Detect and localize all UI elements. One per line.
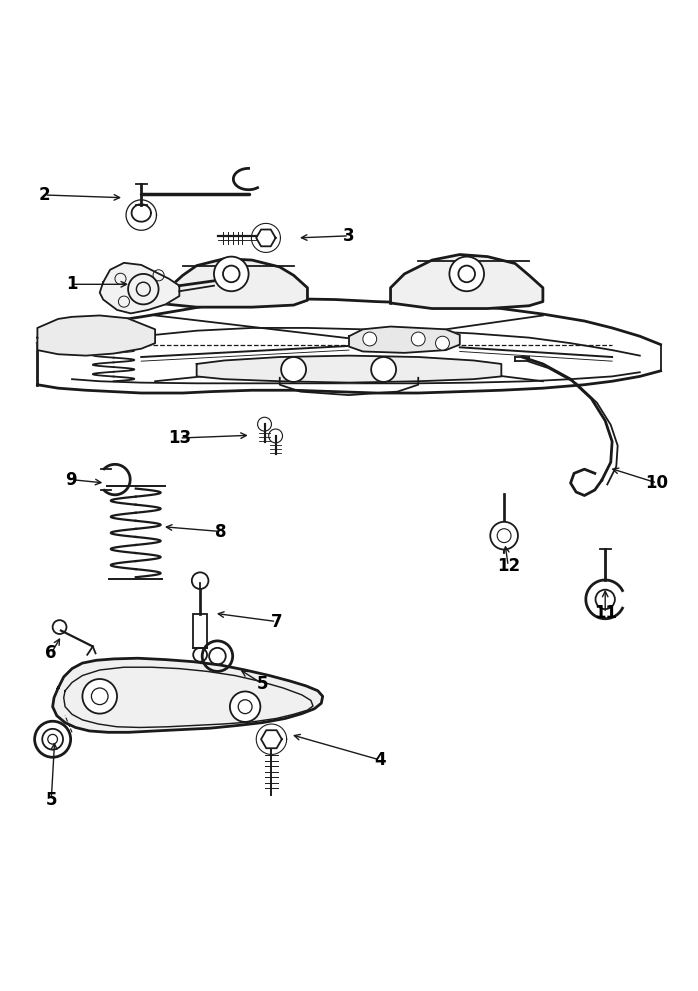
Text: 3: 3 [343, 227, 355, 245]
Circle shape [230, 692, 260, 721]
Text: 8: 8 [215, 522, 227, 540]
Polygon shape [100, 263, 179, 313]
Polygon shape [349, 327, 460, 353]
Text: 11: 11 [594, 605, 617, 622]
Polygon shape [38, 315, 155, 356]
Circle shape [281, 357, 306, 382]
Text: 13: 13 [168, 429, 191, 447]
Polygon shape [52, 658, 322, 732]
Circle shape [490, 522, 518, 550]
Circle shape [436, 336, 450, 350]
Circle shape [371, 357, 396, 382]
Text: 7: 7 [271, 612, 282, 630]
Text: 10: 10 [646, 474, 669, 493]
Bar [193, 613, 207, 648]
Polygon shape [261, 730, 282, 748]
Text: 9: 9 [65, 471, 77, 489]
Text: 4: 4 [374, 751, 386, 769]
Text: 5: 5 [45, 791, 57, 810]
Text: 2: 2 [38, 186, 50, 204]
Polygon shape [256, 230, 276, 247]
Circle shape [450, 257, 484, 291]
Text: 12: 12 [497, 557, 520, 575]
Polygon shape [197, 356, 501, 383]
Circle shape [82, 679, 117, 714]
Text: 1: 1 [66, 275, 77, 293]
Text: 5: 5 [257, 675, 268, 693]
Polygon shape [155, 259, 307, 307]
Text: 6: 6 [45, 644, 57, 662]
Circle shape [363, 332, 377, 346]
Circle shape [411, 332, 425, 346]
Circle shape [214, 257, 248, 291]
Polygon shape [391, 255, 543, 308]
